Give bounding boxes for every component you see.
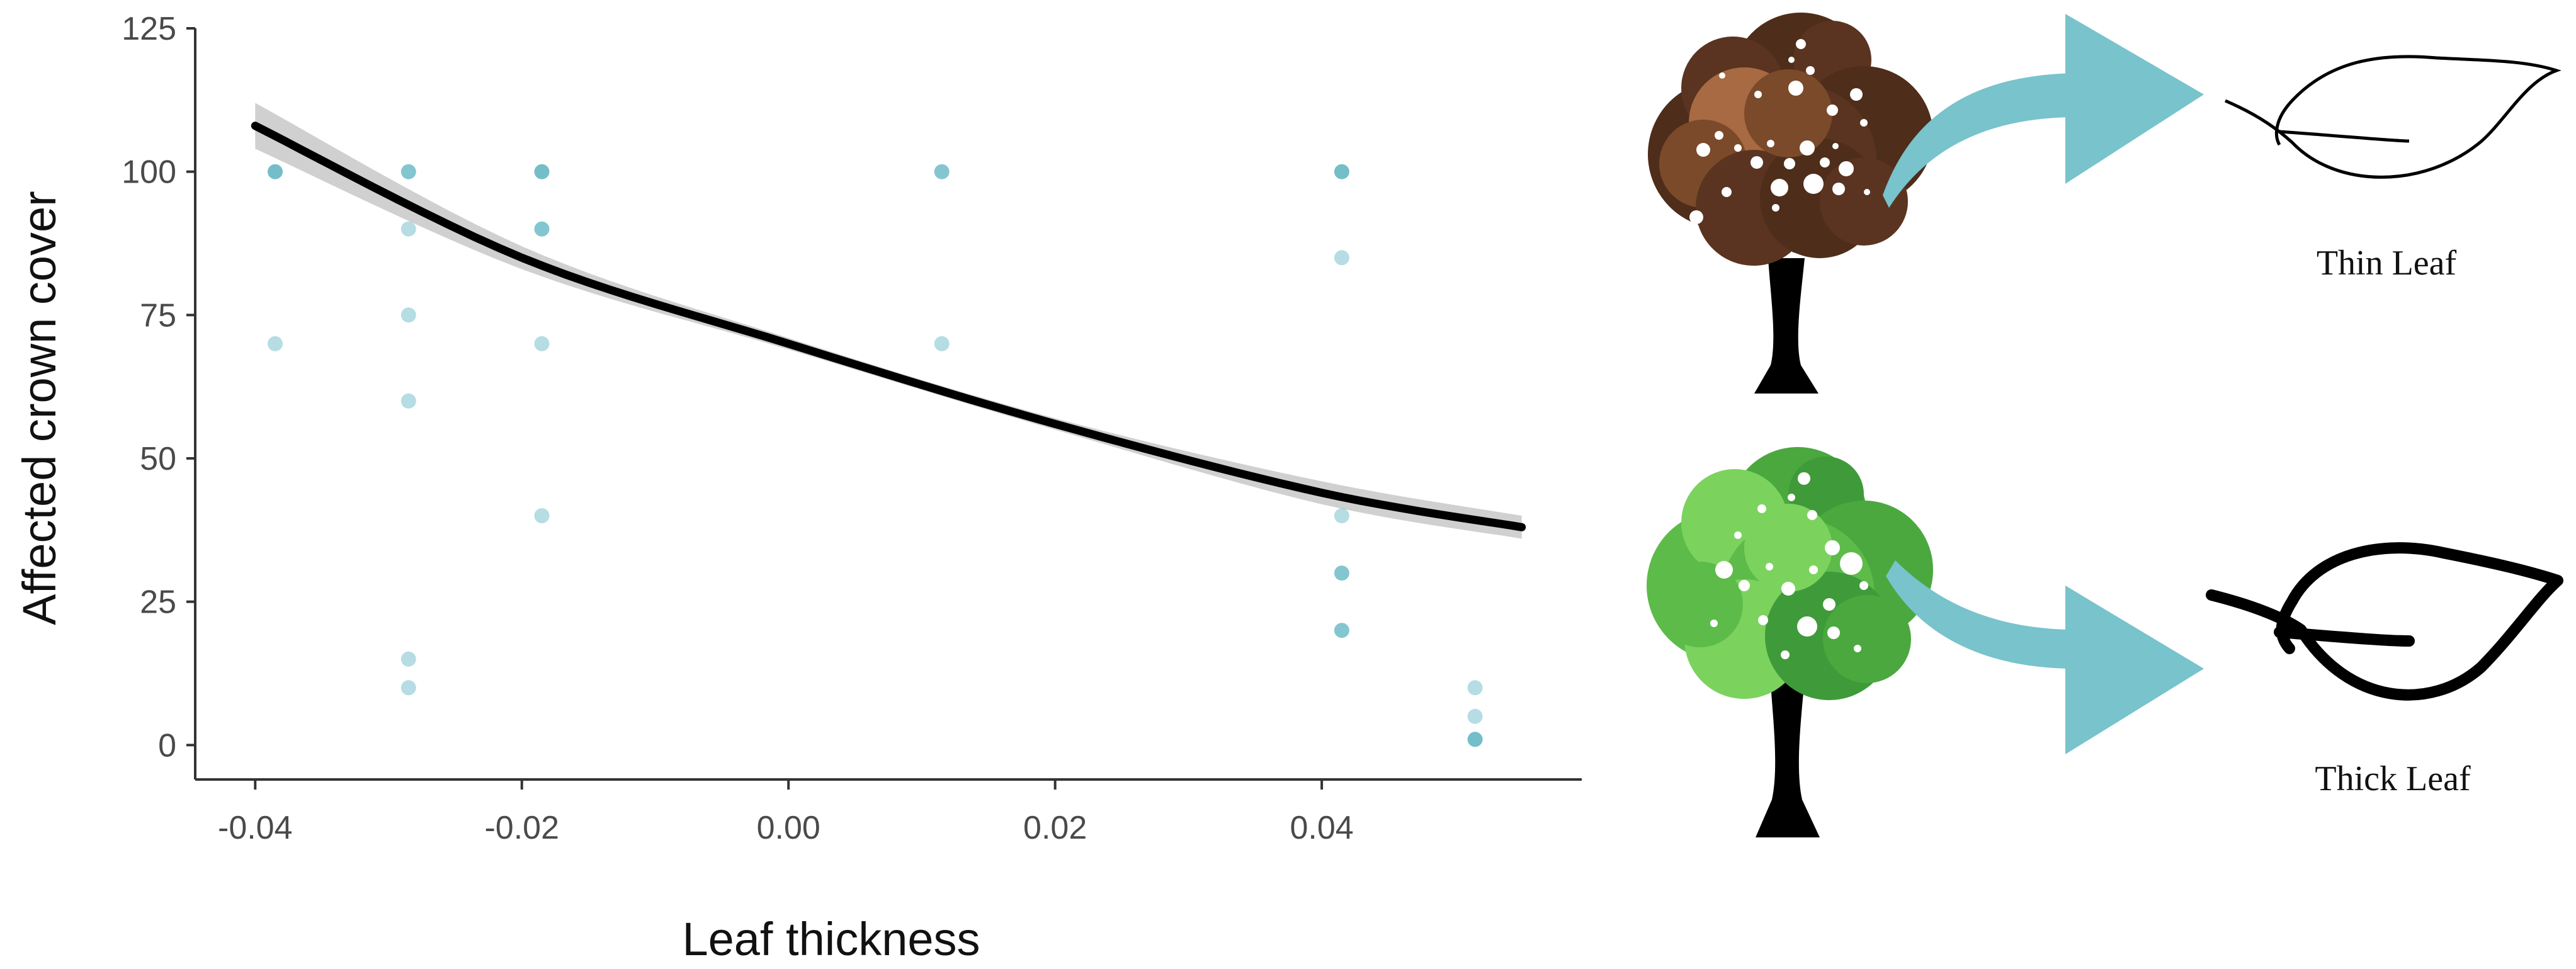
data-point: [1467, 732, 1483, 747]
data-point: [934, 336, 950, 351]
y-ticks: 0 25 50 75 100 125: [122, 11, 195, 764]
thick-leaf-caption: Thick Leaf: [2315, 759, 2471, 798]
y-tick-label: 100: [122, 154, 176, 191]
leaf-outline-icon: [2206, 542, 2563, 701]
x-ticks: -0.04 -0.02 0.00 0.02 0.04: [218, 779, 1354, 846]
x-tick-label: 0.00: [757, 810, 820, 846]
y-tick-label: 75: [140, 297, 176, 334]
fit-line-layer: [251, 122, 1526, 531]
data-point: [1334, 508, 1349, 524]
thin-leaf-illustration: Thin Leaf: [1648, 13, 2562, 394]
data-point: [400, 164, 416, 179]
x-tick-label: -0.02: [484, 810, 559, 846]
points-layer: [268, 164, 1483, 747]
data-point: [400, 221, 416, 237]
x-tick-label: 0.02: [1023, 810, 1087, 846]
data-point: [1467, 680, 1483, 696]
fit-line: [251, 122, 1526, 531]
data-point: [534, 164, 550, 179]
thin-leaf-caption: Thin Leaf: [2317, 244, 2457, 283]
data-point: [934, 164, 950, 179]
y-tick-label: 25: [140, 584, 176, 621]
curved-arrow-icon: [1883, 14, 2204, 208]
data-point: [1334, 565, 1349, 581]
data-point: [400, 680, 416, 696]
x-tick-label: -0.04: [218, 810, 293, 846]
data-point: [268, 336, 283, 351]
data-point: [1334, 164, 1349, 179]
curved-arrow-icon: [1886, 560, 2204, 754]
data-point: [1334, 250, 1349, 266]
data-point: [534, 508, 550, 524]
y-tick-label: 125: [122, 11, 176, 47]
y-tick-label: 50: [140, 441, 176, 477]
tree-icon: [1647, 447, 1933, 837]
y-axis-title: Affected crown cover: [13, 191, 65, 625]
data-point: [534, 336, 550, 351]
leaf-outline-icon: [2225, 55, 2562, 179]
x-tick-label: 0.04: [1290, 810, 1354, 846]
thick-leaf-illustration: Thick Leaf: [1647, 447, 2563, 837]
data-point: [268, 164, 283, 179]
scatter-plot: 0 25 50 75 100 125 -0.04 -0.02 0.00 0.02 0.04 Lea…: [13, 11, 1582, 965]
data-point: [1467, 708, 1483, 724]
x-axis-title: Leaf thickness: [682, 913, 980, 965]
data-point: [400, 307, 416, 323]
data-point: [400, 393, 416, 409]
data-point: [400, 651, 416, 667]
data-point: [534, 221, 550, 237]
data-point: [1334, 623, 1349, 638]
y-tick-label: 0: [158, 727, 176, 764]
